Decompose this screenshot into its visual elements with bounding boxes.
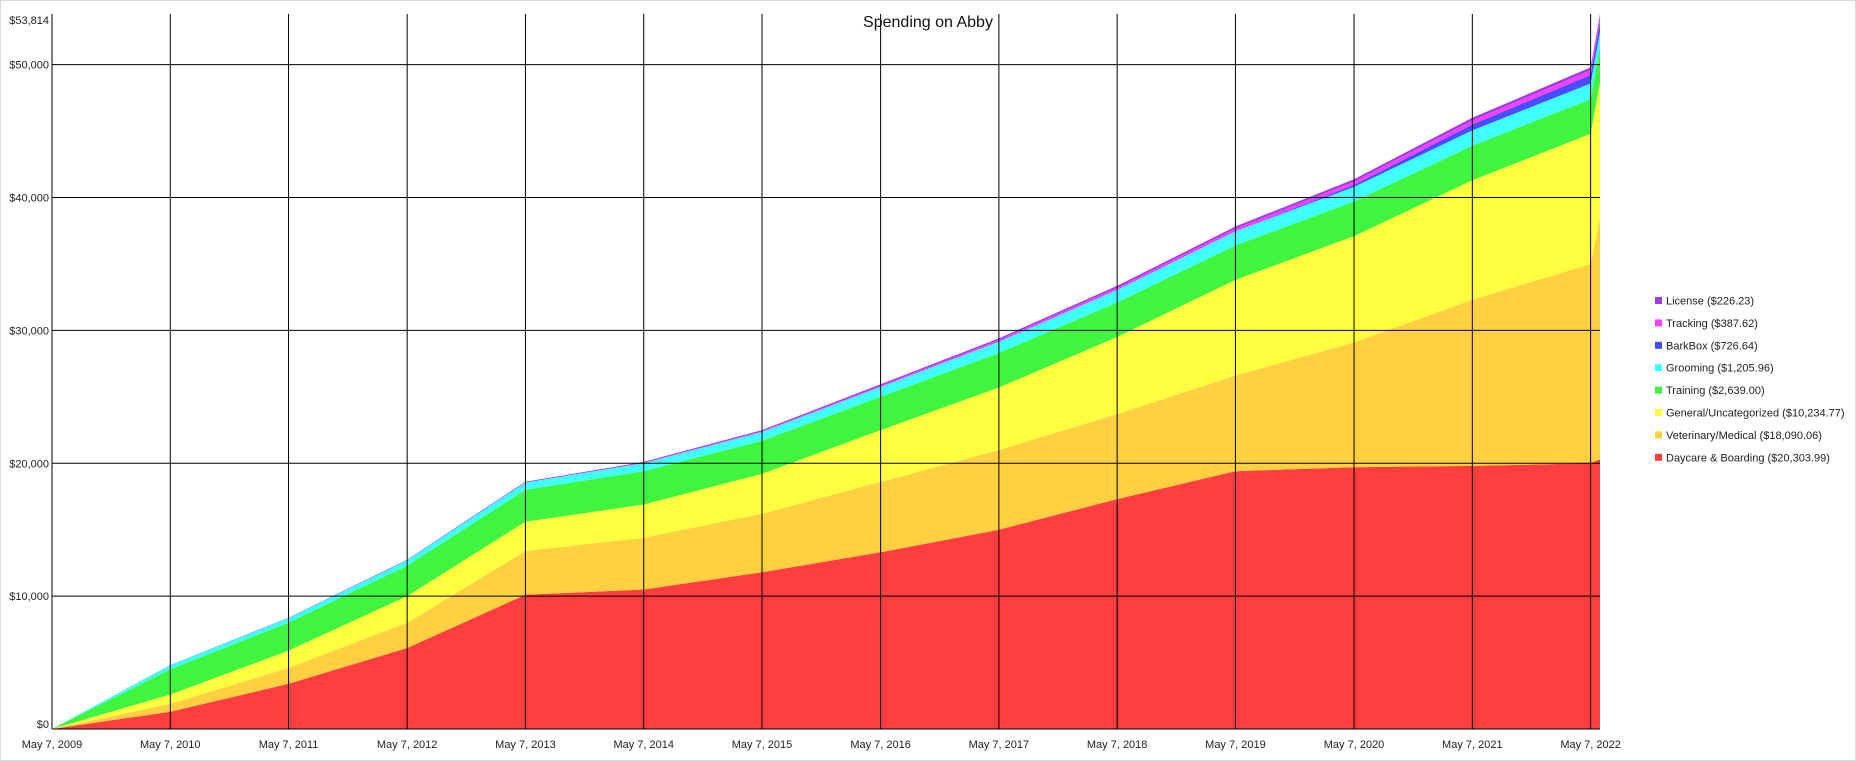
y-tick-labels: $0 $10,000 $20,000 $30,000 $40,000 $50,000 $53… [9, 15, 49, 731]
legend-swatch [1655, 297, 1662, 304]
legend-swatch [1655, 341, 1662, 349]
legend-swatch [1655, 386, 1662, 394]
legend-swatch [1655, 364, 1662, 372]
legend-label: Training ($2,639.00) [1666, 385, 1765, 397]
x-tick-label: May 7, 2012 [377, 739, 438, 751]
legend-label: License ($226.23) [1666, 296, 1754, 308]
chart-title: Spending on Abby [863, 14, 993, 31]
x-tick-label: May 7, 2011 [259, 739, 319, 751]
legend-label: Grooming ($1,205.96) [1666, 363, 1774, 375]
legend-swatch [1655, 453, 1662, 461]
x-tick-label: May 7, 2017 [969, 739, 1030, 751]
x-tick-label: May 7, 2009 [22, 739, 83, 751]
x-tick-label: May 7, 2016 [850, 739, 911, 751]
legend-swatch [1655, 431, 1662, 439]
x-tick-label: May 7, 2020 [1324, 739, 1385, 751]
gridlines [52, 14, 1600, 729]
legend-label: General/Uncategorized ($10,234.77) [1666, 408, 1845, 420]
legend-swatch [1655, 409, 1662, 416]
y-tick-label: $40,000 [9, 193, 49, 205]
legend-swatch [1655, 319, 1662, 327]
legend-label: Tracking ($387.62) [1666, 318, 1758, 330]
legend: License ($226.23) Tracking ($387.62) BarkB… [1655, 296, 1845, 464]
legend-item: Tracking ($387.62) [1655, 318, 1758, 330]
x-tick-label: May 7, 2019 [1205, 739, 1266, 751]
legend-item: General/Uncategorized ($10,234.77) [1655, 408, 1845, 420]
x-tick-label: May 7, 2014 [613, 739, 674, 751]
x-tick-labels: May 7, 2009 May 7, 2010 May 7, 2011 May 7, … [22, 739, 1621, 751]
series-area-daycare-boarding [52, 459, 1600, 729]
legend-label: BarkBox ($726.64) [1666, 340, 1758, 352]
y-tick-label: $20,000 [9, 458, 49, 470]
y-tick-label: $30,000 [9, 325, 49, 337]
x-tick-label: May 7, 2015 [732, 739, 793, 751]
y-tick-label: $10,000 [9, 591, 49, 603]
series-area-training [52, 47, 1600, 730]
axes [51, 14, 1600, 730]
legend-label: Daycare & Boarding ($20,303.99) [1666, 452, 1830, 464]
legend-label: Veterinary/Medical ($18,090.06) [1666, 430, 1822, 442]
y-tick-label: $53,814 [9, 15, 49, 27]
x-tick-label: May 7, 2022 [1560, 739, 1621, 751]
legend-item: Grooming ($1,205.96) [1655, 363, 1774, 375]
y-tick-label: $50,000 [9, 60, 49, 72]
x-tick-label: May 7, 2021 [1442, 739, 1503, 751]
legend-item: Veterinary/Medical ($18,090.06) [1655, 430, 1822, 442]
legend-item: License ($226.23) [1655, 296, 1754, 308]
x-tick-label: May 7, 2010 [140, 739, 201, 751]
y-tick-label: $0 [37, 719, 49, 731]
legend-item: Daycare & Boarding ($20,303.99) [1655, 452, 1830, 464]
legend-item: BarkBox ($726.64) [1655, 340, 1758, 352]
x-tick-label: May 7, 2013 [495, 739, 556, 751]
x-tick-label: May 7, 2018 [1087, 739, 1148, 751]
legend-item: Training ($2,639.00) [1655, 385, 1765, 397]
series-areas [52, 14, 1600, 730]
